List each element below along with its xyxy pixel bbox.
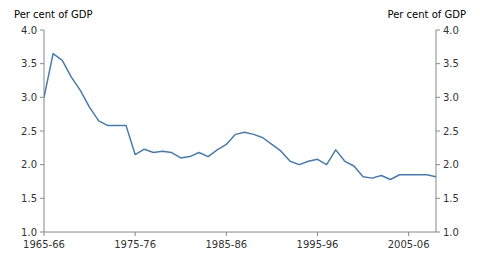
x-axis-line <box>44 232 436 233</box>
y-tick-label: 1.5 <box>21 193 37 204</box>
y-tick <box>40 198 44 199</box>
x-tick <box>408 232 409 236</box>
y-tick <box>40 164 44 165</box>
y-tick <box>40 97 44 98</box>
y2-tick-label: 2.5 <box>443 126 459 137</box>
y2-tick <box>436 63 440 64</box>
y-tick <box>40 232 44 233</box>
y-tick-label: 3.0 <box>21 92 37 103</box>
x-tick <box>226 232 227 236</box>
y2-tick-label: 1.0 <box>443 227 459 238</box>
y-tick-label: 3.5 <box>21 58 37 69</box>
plot-area <box>44 54 436 180</box>
y2-tick-label: 3.5 <box>443 58 459 69</box>
y2-tick <box>436 131 440 132</box>
y-tick <box>40 131 44 132</box>
y2-tick-label: 3.0 <box>443 92 459 103</box>
x-tick <box>317 232 318 236</box>
y2-tick-label: 1.5 <box>443 193 459 204</box>
x-tick <box>44 232 45 236</box>
y2-axis-label: Per cent of GDP <box>387 9 466 20</box>
y-tick-label: 1.0 <box>21 227 37 238</box>
y2-tick <box>436 164 440 165</box>
y-tick-label: 2.5 <box>21 126 37 137</box>
y2-tick <box>436 30 440 31</box>
y2-tick-label: 4.0 <box>443 25 459 36</box>
y2-tick <box>436 97 440 98</box>
y2-tick-label: 2.0 <box>443 159 459 170</box>
x-tick-label: 1965-66 <box>23 239 65 250</box>
y-tick <box>40 30 44 31</box>
x-tick-label: 1995-96 <box>297 239 339 250</box>
y2-tick <box>436 198 440 199</box>
y2-tick <box>436 232 440 233</box>
x-tick-label: 2005-06 <box>388 239 430 250</box>
y-tick <box>40 63 44 64</box>
y-tick-label: 4.0 <box>21 25 37 36</box>
data-line <box>44 54 436 180</box>
x-tick <box>135 232 136 236</box>
x-tick-label: 1985-86 <box>205 239 247 250</box>
chart: 1965-66 1975-76 1985-86 1995-96 2005-06 1.0 1.… <box>0 0 480 260</box>
y-axis-label: Per cent of GDP <box>14 9 93 20</box>
x-tick-label: 1975-76 <box>114 239 156 250</box>
y-tick-label: 2.0 <box>21 159 37 170</box>
